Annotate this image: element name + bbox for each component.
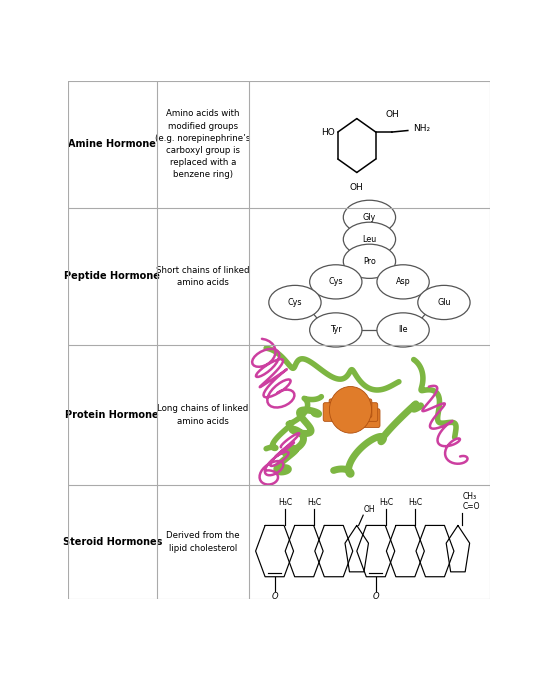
Ellipse shape	[343, 222, 395, 256]
Ellipse shape	[377, 313, 429, 347]
Text: OH: OH	[386, 110, 399, 118]
Text: Peptide Hormone: Peptide Hormone	[64, 271, 160, 281]
Text: Amine Hormone: Amine Hormone	[69, 139, 156, 149]
Ellipse shape	[377, 264, 429, 299]
FancyBboxPatch shape	[336, 399, 372, 417]
Ellipse shape	[343, 201, 395, 234]
Text: H₃C: H₃C	[379, 498, 393, 507]
Text: CH₃: CH₃	[463, 492, 477, 501]
FancyBboxPatch shape	[323, 402, 358, 421]
Text: O: O	[271, 592, 278, 602]
FancyBboxPatch shape	[344, 409, 380, 427]
Text: C=O: C=O	[463, 502, 480, 511]
Text: Gly: Gly	[363, 213, 376, 222]
FancyBboxPatch shape	[329, 399, 364, 417]
Text: Ile: Ile	[398, 326, 408, 334]
FancyBboxPatch shape	[342, 402, 378, 421]
Text: Derived from the
lipid cholesterol: Derived from the lipid cholesterol	[166, 532, 240, 553]
Text: H₃C: H₃C	[307, 498, 322, 507]
Text: Tyr: Tyr	[330, 326, 342, 334]
Text: Protein Hormone: Protein Hormone	[65, 410, 159, 420]
Text: HO: HO	[320, 128, 335, 137]
Ellipse shape	[310, 313, 362, 347]
Ellipse shape	[310, 264, 362, 299]
Text: Cys: Cys	[288, 298, 302, 307]
Text: OH: OH	[349, 183, 363, 192]
Text: Pro: Pro	[363, 257, 376, 266]
Text: Glu: Glu	[437, 298, 450, 307]
Ellipse shape	[343, 244, 395, 279]
Text: Long chains of linked
amino acids: Long chains of linked amino acids	[157, 404, 249, 425]
Text: H₃C: H₃C	[278, 498, 292, 507]
Text: Leu: Leu	[362, 235, 376, 244]
Text: Cys: Cys	[329, 277, 343, 287]
Text: NH₂: NH₂	[413, 124, 430, 133]
Text: H₃C: H₃C	[409, 498, 423, 507]
Ellipse shape	[418, 285, 470, 320]
Ellipse shape	[330, 386, 372, 433]
Text: Short chains of linked
amino acids: Short chains of linked amino acids	[156, 266, 250, 287]
Text: Amino acids with
modified groups
(e.g. norepinephrine’s
carboxyl group is
replac: Amino acids with modified groups (e.g. n…	[155, 110, 251, 179]
Text: Steroid Hormones: Steroid Hormones	[63, 537, 162, 547]
Ellipse shape	[269, 285, 321, 320]
Text: OH: OH	[364, 505, 375, 513]
Text: Asp: Asp	[395, 277, 411, 287]
Text: O: O	[373, 592, 379, 602]
